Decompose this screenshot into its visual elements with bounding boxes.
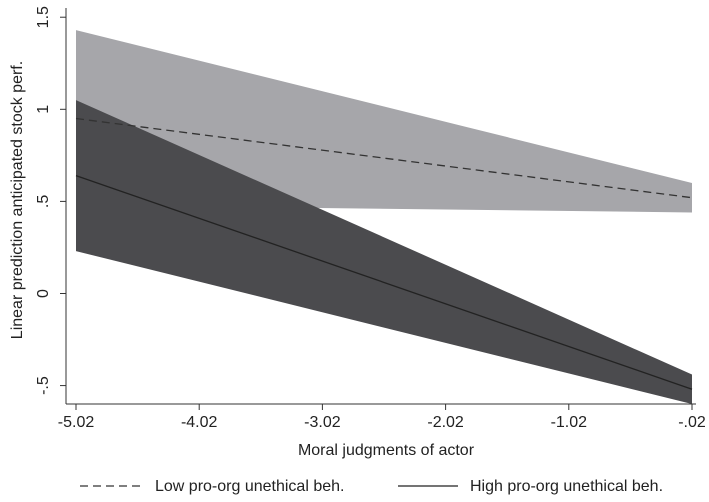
y-tick-label: .5 — [35, 195, 52, 208]
y-tick-label: 0 — [35, 289, 52, 298]
y-tick-label: 1 — [35, 105, 52, 114]
ci-band-low — [76, 30, 692, 213]
y-axis-label: Linear prediction anticipated stock perf… — [9, 61, 26, 339]
x-tick-label: -3.02 — [304, 414, 341, 431]
legend: Low pro-org unethical beh. High pro-org u… — [80, 478, 663, 495]
y-tick-label: -.5 — [35, 376, 52, 395]
confidence-bands — [76, 30, 692, 405]
x-tick-label: -4.02 — [181, 414, 218, 431]
x-tick-label: -1.02 — [551, 414, 588, 431]
x-tick-label: -.02 — [678, 414, 706, 431]
series-lines — [75, 117, 693, 390]
y-tick-label: 1.5 — [35, 6, 52, 28]
x-tick-label: -5.02 — [58, 414, 95, 431]
y-ticks: -.5 0 .5 1 1.5 — [35, 6, 66, 395]
x-ticks: -5.02 -4.02 -3.02 -2.02 -1.02 -.02 — [58, 404, 706, 431]
ci-band-high — [76, 100, 692, 405]
x-axis-label: Moral judgments of actor — [298, 442, 475, 459]
legend-label-low: Low pro-org unethical beh. — [155, 478, 344, 495]
x-tick-label: -2.02 — [427, 414, 464, 431]
axes — [65, 8, 696, 405]
legend-label-high: High pro-org unethical beh. — [470, 478, 663, 495]
series-line-high — [75, 174, 693, 390]
